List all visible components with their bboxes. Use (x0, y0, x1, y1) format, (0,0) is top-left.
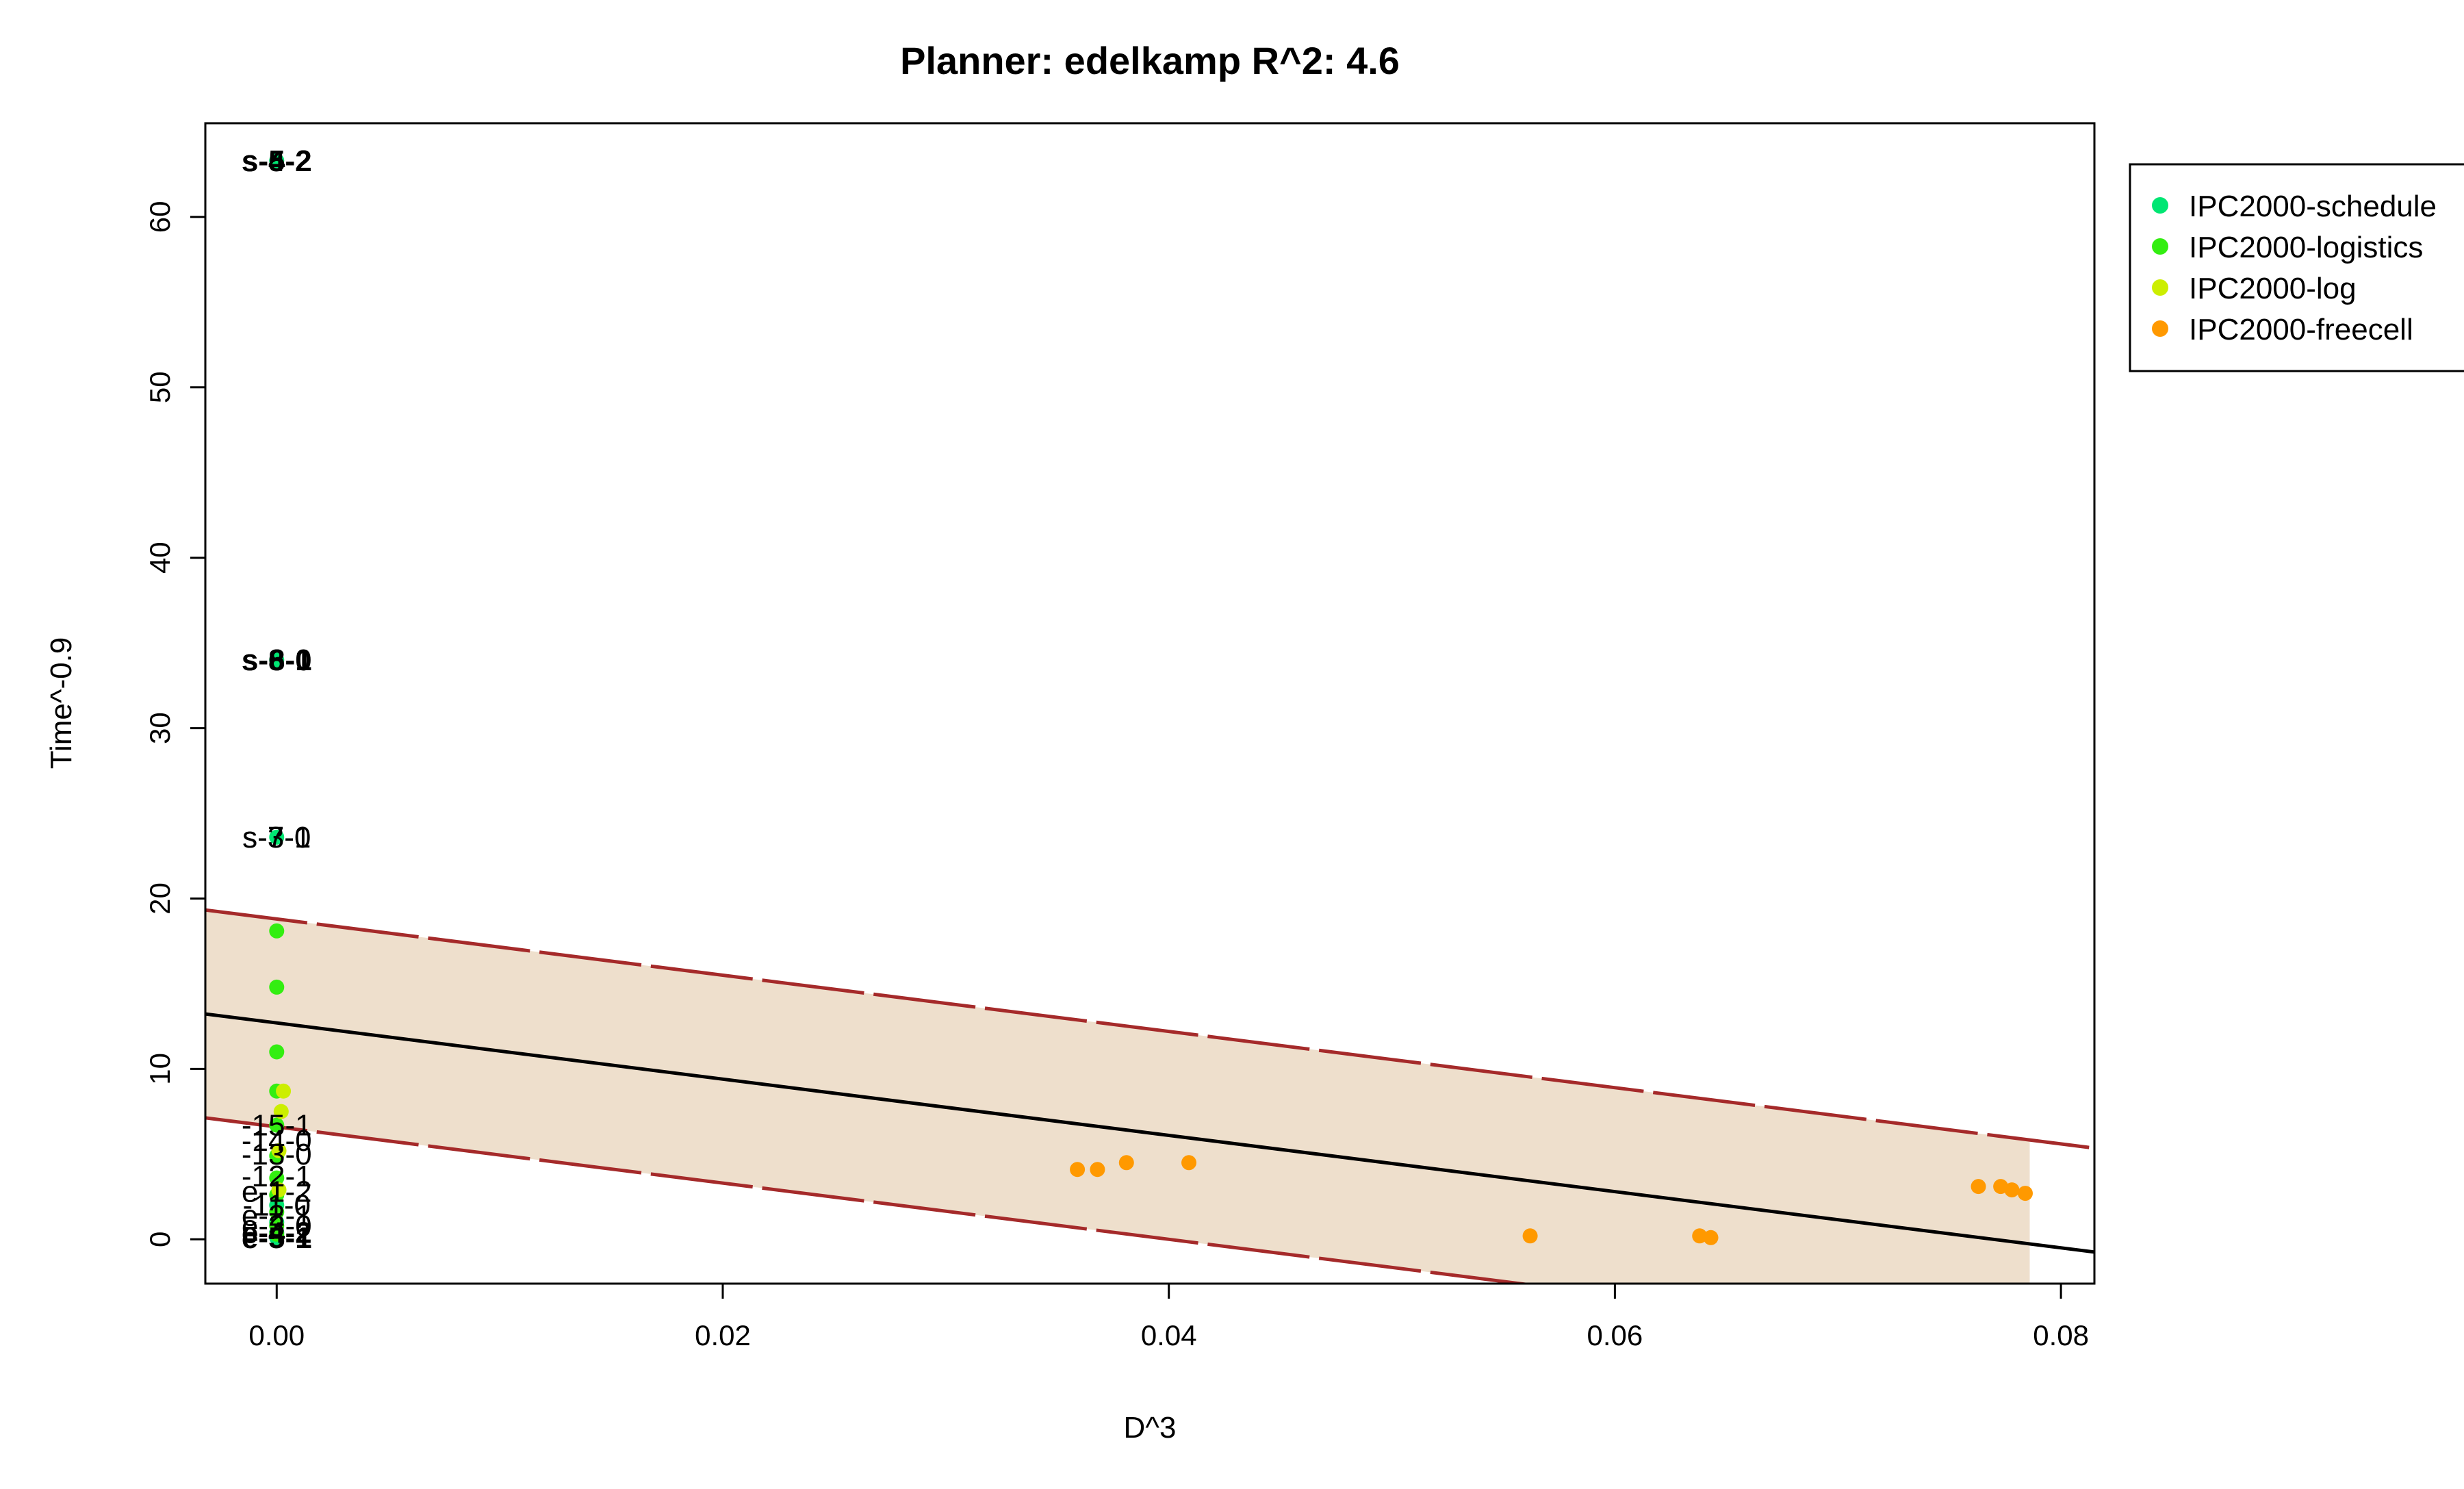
data-point-1-6 (269, 1170, 285, 1186)
prediction-band-fill (205, 910, 2030, 1284)
data-point-1-2 (269, 1044, 285, 1060)
data-point-1-4 (269, 1117, 285, 1133)
point-label: -11-0 (243, 1189, 311, 1223)
data-point-3-10 (2017, 1186, 2033, 1201)
data-point-1-10 (269, 1226, 285, 1242)
legend-swatch (2152, 320, 2168, 337)
point-label: s-4-2 (242, 144, 312, 178)
point-label: e-1-2 (242, 1175, 312, 1209)
y-tick-label: 30 (144, 712, 176, 744)
x-tick-label: 0.06 (1587, 1319, 1643, 1351)
point-label: s-7-0 (242, 821, 311, 854)
x-tick-label: 0.04 (1141, 1319, 1197, 1351)
upper-bound-line (205, 908, 2094, 1150)
x-tick-label: 0.08 (2033, 1319, 2089, 1351)
regression-line (205, 1012, 2094, 1254)
data-point-2-0 (276, 1083, 292, 1099)
data-point-1-8 (269, 1204, 285, 1220)
legend-swatch (2152, 197, 2168, 214)
point-label: -12-1 (242, 1160, 312, 1193)
data-point-0-2 (269, 829, 285, 845)
legend-label: IPC2000-schedule (2189, 190, 2437, 223)
y-tick-label: 50 (144, 371, 176, 403)
y-tick-label: 40 (144, 542, 176, 574)
point-label: s-6-0 (242, 644, 312, 677)
point-label: -15-1 (242, 1109, 312, 1143)
data-points (269, 153, 2033, 1245)
point-label: s-3-1 (242, 821, 311, 854)
point-label: -13-0 (242, 1138, 312, 1171)
data-point-3-3 (1181, 1155, 1197, 1171)
data-point-3-5 (1692, 1228, 1708, 1244)
prediction-band (205, 910, 2030, 1284)
legend-swatch (2152, 279, 2168, 296)
legend-box (2129, 163, 2464, 372)
data-point-1-1 (269, 979, 285, 995)
lower-bound-line (205, 1116, 1535, 1284)
data-point-2-3 (271, 1182, 287, 1198)
data-point-3-6 (1703, 1230, 1719, 1245)
regression-lines (205, 908, 2094, 1284)
legend-swatch (2152, 238, 2168, 255)
data-point-3-1 (1090, 1162, 1105, 1178)
y-tick-label: 10 (144, 1053, 176, 1085)
x-axis: 0.00 0.02 0.04 0.06 0.08 (248, 1282, 2089, 1351)
y-axis-label: Time^-0.9 (44, 637, 78, 769)
data-point-0-1 (269, 652, 285, 668)
y-tick-label: 60 (144, 201, 176, 233)
y-tick-label: 20 (144, 882, 176, 915)
data-point-2-2 (271, 1143, 287, 1158)
legend: IPC2000-schedule IPC2000-logistics IPC2000… (2129, 163, 2464, 372)
data-point-3-0 (1070, 1162, 1086, 1178)
point-label: s-8-1 (242, 644, 312, 677)
data-point-2-1 (273, 1104, 289, 1119)
point-labels: s-5-2s-4-2 s-6-0s-8-1 s-7-0s-3-1 -15-1-14-0… (242, 144, 312, 1255)
point-label: -14-0 (242, 1124, 312, 1158)
point-label: e-5-1 (242, 1221, 312, 1255)
data-point-0-0 (269, 153, 285, 168)
data-point-3-4 (1522, 1228, 1538, 1244)
legend-label: IPC2000-freecell (2189, 313, 2413, 346)
data-point-3-7 (1971, 1179, 1986, 1195)
data-point-1-0 (269, 923, 285, 939)
point-label: e-4-2 (242, 1216, 312, 1249)
legend-label: IPC2000-logistics (2189, 231, 2423, 264)
x-tick-label: 0.02 (695, 1319, 751, 1351)
point-label: e-2-1 (242, 1199, 312, 1232)
point-label: e-3-0 (242, 1209, 312, 1243)
y-tick-label: 0 (144, 1232, 176, 1247)
data-point-3-2 (1118, 1155, 1134, 1171)
chart-title: Planner: edelkamp R^2: 4.6 (900, 39, 1400, 82)
legend-label: IPC2000-log (2189, 272, 2357, 305)
data-point-3-9 (2004, 1182, 2020, 1198)
x-axis-label: D^3 (1124, 1411, 1177, 1445)
x-tick-label: 0.00 (248, 1319, 305, 1351)
y-axis: 0 10 20 30 40 50 60 (144, 201, 205, 1247)
point-label: s-5-2 (242, 144, 312, 178)
